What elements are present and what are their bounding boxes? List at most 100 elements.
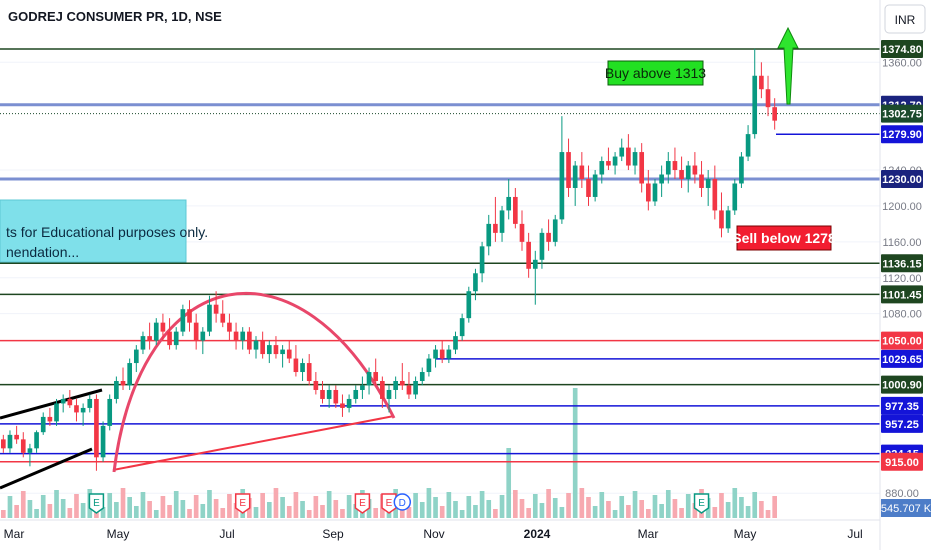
disclaimer-line2: nendation... <box>6 244 79 260</box>
volume-bar <box>632 491 638 518</box>
price-level-label: 1000.90 <box>881 375 923 394</box>
candle-body <box>253 340 259 350</box>
price-tick-label: 1080.00 <box>882 309 922 321</box>
candle-body <box>393 381 398 390</box>
up-arrow-icon[interactable] <box>777 26 799 105</box>
candle-body <box>200 331 206 341</box>
candle-body <box>120 381 126 386</box>
disclaimer-box[interactable]: ts for Educational purposes only. nendat… <box>0 199 208 263</box>
candle-body <box>180 309 186 332</box>
price-level-value: 1000.90 <box>882 380 922 392</box>
candle-body <box>20 439 26 453</box>
price-level-value: 1279.90 <box>882 129 922 141</box>
volume-bar <box>266 502 272 518</box>
candle-body <box>333 389 339 404</box>
trendline-lower[interactable] <box>0 447 93 490</box>
earnings-marker[interactable]: E <box>354 493 371 514</box>
volume-bar <box>599 492 605 518</box>
volume-bar <box>552 498 558 518</box>
candle-body <box>499 210 505 233</box>
volume-bar <box>433 497 438 518</box>
candle-body <box>612 156 618 166</box>
volume-bar <box>453 501 458 518</box>
candle-body <box>479 246 485 274</box>
volume-bar <box>120 488 126 518</box>
volume-bar <box>546 489 551 518</box>
volume-bar <box>114 502 119 518</box>
sell-annotation[interactable]: Sell below 1278 <box>732 225 836 251</box>
red-trendline[interactable] <box>112 415 395 471</box>
candle-body <box>566 152 571 188</box>
sell-label-text: Sell below 1278 <box>732 230 836 246</box>
volume-bar <box>606 501 611 518</box>
volume-bar <box>260 493 265 518</box>
volume-bar <box>439 506 445 518</box>
volume-bar <box>719 493 724 518</box>
candle-body <box>739 156 744 184</box>
candle-body <box>87 398 93 408</box>
candle-body <box>586 179 591 197</box>
volume-bar <box>739 497 744 518</box>
price-level-value: 957.25 <box>885 419 919 431</box>
svg-text:D: D <box>399 498 406 509</box>
volume-bar <box>446 492 452 518</box>
svg-text:E: E <box>239 498 246 509</box>
candle-body <box>127 363 132 386</box>
candle-body <box>626 147 631 166</box>
candle-body <box>606 161 611 166</box>
candle-body <box>360 385 365 390</box>
volume-bar <box>74 494 79 518</box>
currency-button[interactable]: INR <box>884 4 926 34</box>
candle-body <box>94 398 99 458</box>
candle-body <box>34 432 39 449</box>
candle-body <box>247 331 252 350</box>
svg-text:E: E <box>93 498 100 509</box>
candle-body <box>506 196 512 211</box>
volume-bar <box>586 497 591 518</box>
candle-body <box>426 358 432 373</box>
volume-bar <box>612 510 618 518</box>
earnings-marker[interactable]: E <box>693 493 710 514</box>
volume-bar <box>506 448 512 518</box>
volume-bar <box>0 510 6 518</box>
candle-body <box>140 336 146 350</box>
candle-body <box>260 340 265 355</box>
volume-bar <box>167 505 172 518</box>
earnings-marker[interactable]: E <box>234 493 251 514</box>
candle-body <box>160 322 166 332</box>
dividend-marker[interactable]: D <box>393 493 412 511</box>
candle-body <box>0 439 6 449</box>
volume-bar <box>353 504 359 518</box>
buy-annotation[interactable]: Buy above 1313 <box>605 60 706 86</box>
trendline-upper[interactable] <box>0 388 103 420</box>
volume-bar <box>320 505 325 518</box>
candle-body <box>406 385 412 395</box>
price-level-label: 1136.15 <box>881 254 923 273</box>
earnings-marker[interactable]: E <box>381 493 397 514</box>
price-axis-labels: 1374.801312.701302.751279.901230.001136.… <box>881 40 923 471</box>
volume-bar <box>326 491 332 518</box>
volume-bar <box>725 502 731 518</box>
volume-bar <box>499 495 505 518</box>
candle-body <box>167 331 172 346</box>
volume-bar <box>140 492 146 518</box>
volume-bar <box>732 488 738 518</box>
volume-bar <box>60 499 66 518</box>
candle-body <box>187 309 192 323</box>
volume-bar <box>233 503 239 518</box>
rounding-arc[interactable] <box>112 291 396 473</box>
horizontal-levels[interactable] <box>0 48 880 463</box>
volume-bar <box>532 494 538 518</box>
volume-bar <box>153 510 159 518</box>
candle-body <box>213 304 219 314</box>
currency-label: INR <box>895 13 916 27</box>
time-tick-label: 2024 <box>524 527 551 541</box>
earnings-marker[interactable]: E <box>88 493 105 514</box>
candle-body <box>67 398 73 406</box>
volume-bar <box>679 508 684 518</box>
volume-bar <box>306 510 312 518</box>
volume-bar <box>187 509 192 518</box>
candle-body <box>54 403 59 422</box>
price-level-label: 1101.45 <box>881 285 923 304</box>
